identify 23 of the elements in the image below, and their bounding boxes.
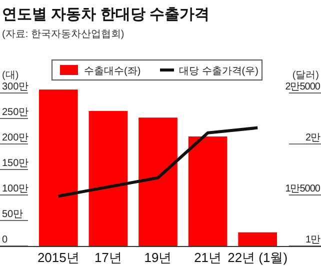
line-series <box>56 126 260 198</box>
y-axis-title: (대) <box>2 70 19 81</box>
x-tick-label: 19년 <box>144 250 172 265</box>
y-tick-label: 200만 <box>2 132 29 144</box>
x-tick-label: 2015년 <box>37 250 80 265</box>
x-tick-label: 22년 (1월) <box>228 250 288 265</box>
x-tick-label: 21년 <box>194 250 222 265</box>
y2-tick-label: 2만5000 <box>285 82 321 92</box>
legend-label: 수출대수(좌) <box>84 66 141 77</box>
y-tick-label: 300만 <box>2 82 29 92</box>
y-tick-label: 250만 <box>2 107 29 118</box>
y2-axis-title: (달러) <box>292 70 319 81</box>
y-tick-label: 150만 <box>2 158 29 169</box>
y-tick-label: 0 <box>2 234 8 246</box>
y2-tick-label: 1만 <box>305 234 320 246</box>
chart-title: 연도별 자동차 한대당 수출가격 <box>2 6 210 23</box>
x-tick-label: 17년 <box>94 250 122 265</box>
y2-tick-label: 2만 <box>305 132 320 144</box>
chart-subtitle: (자료: 한국자동차산업협회) <box>2 29 124 40</box>
legend-label: 대당 수출가격(우) <box>179 66 258 77</box>
y2-tick-label: 1만5000 <box>285 184 321 194</box>
y-tick-label: 100만 <box>2 184 29 194</box>
y-tick-label: 50만 <box>2 209 24 220</box>
